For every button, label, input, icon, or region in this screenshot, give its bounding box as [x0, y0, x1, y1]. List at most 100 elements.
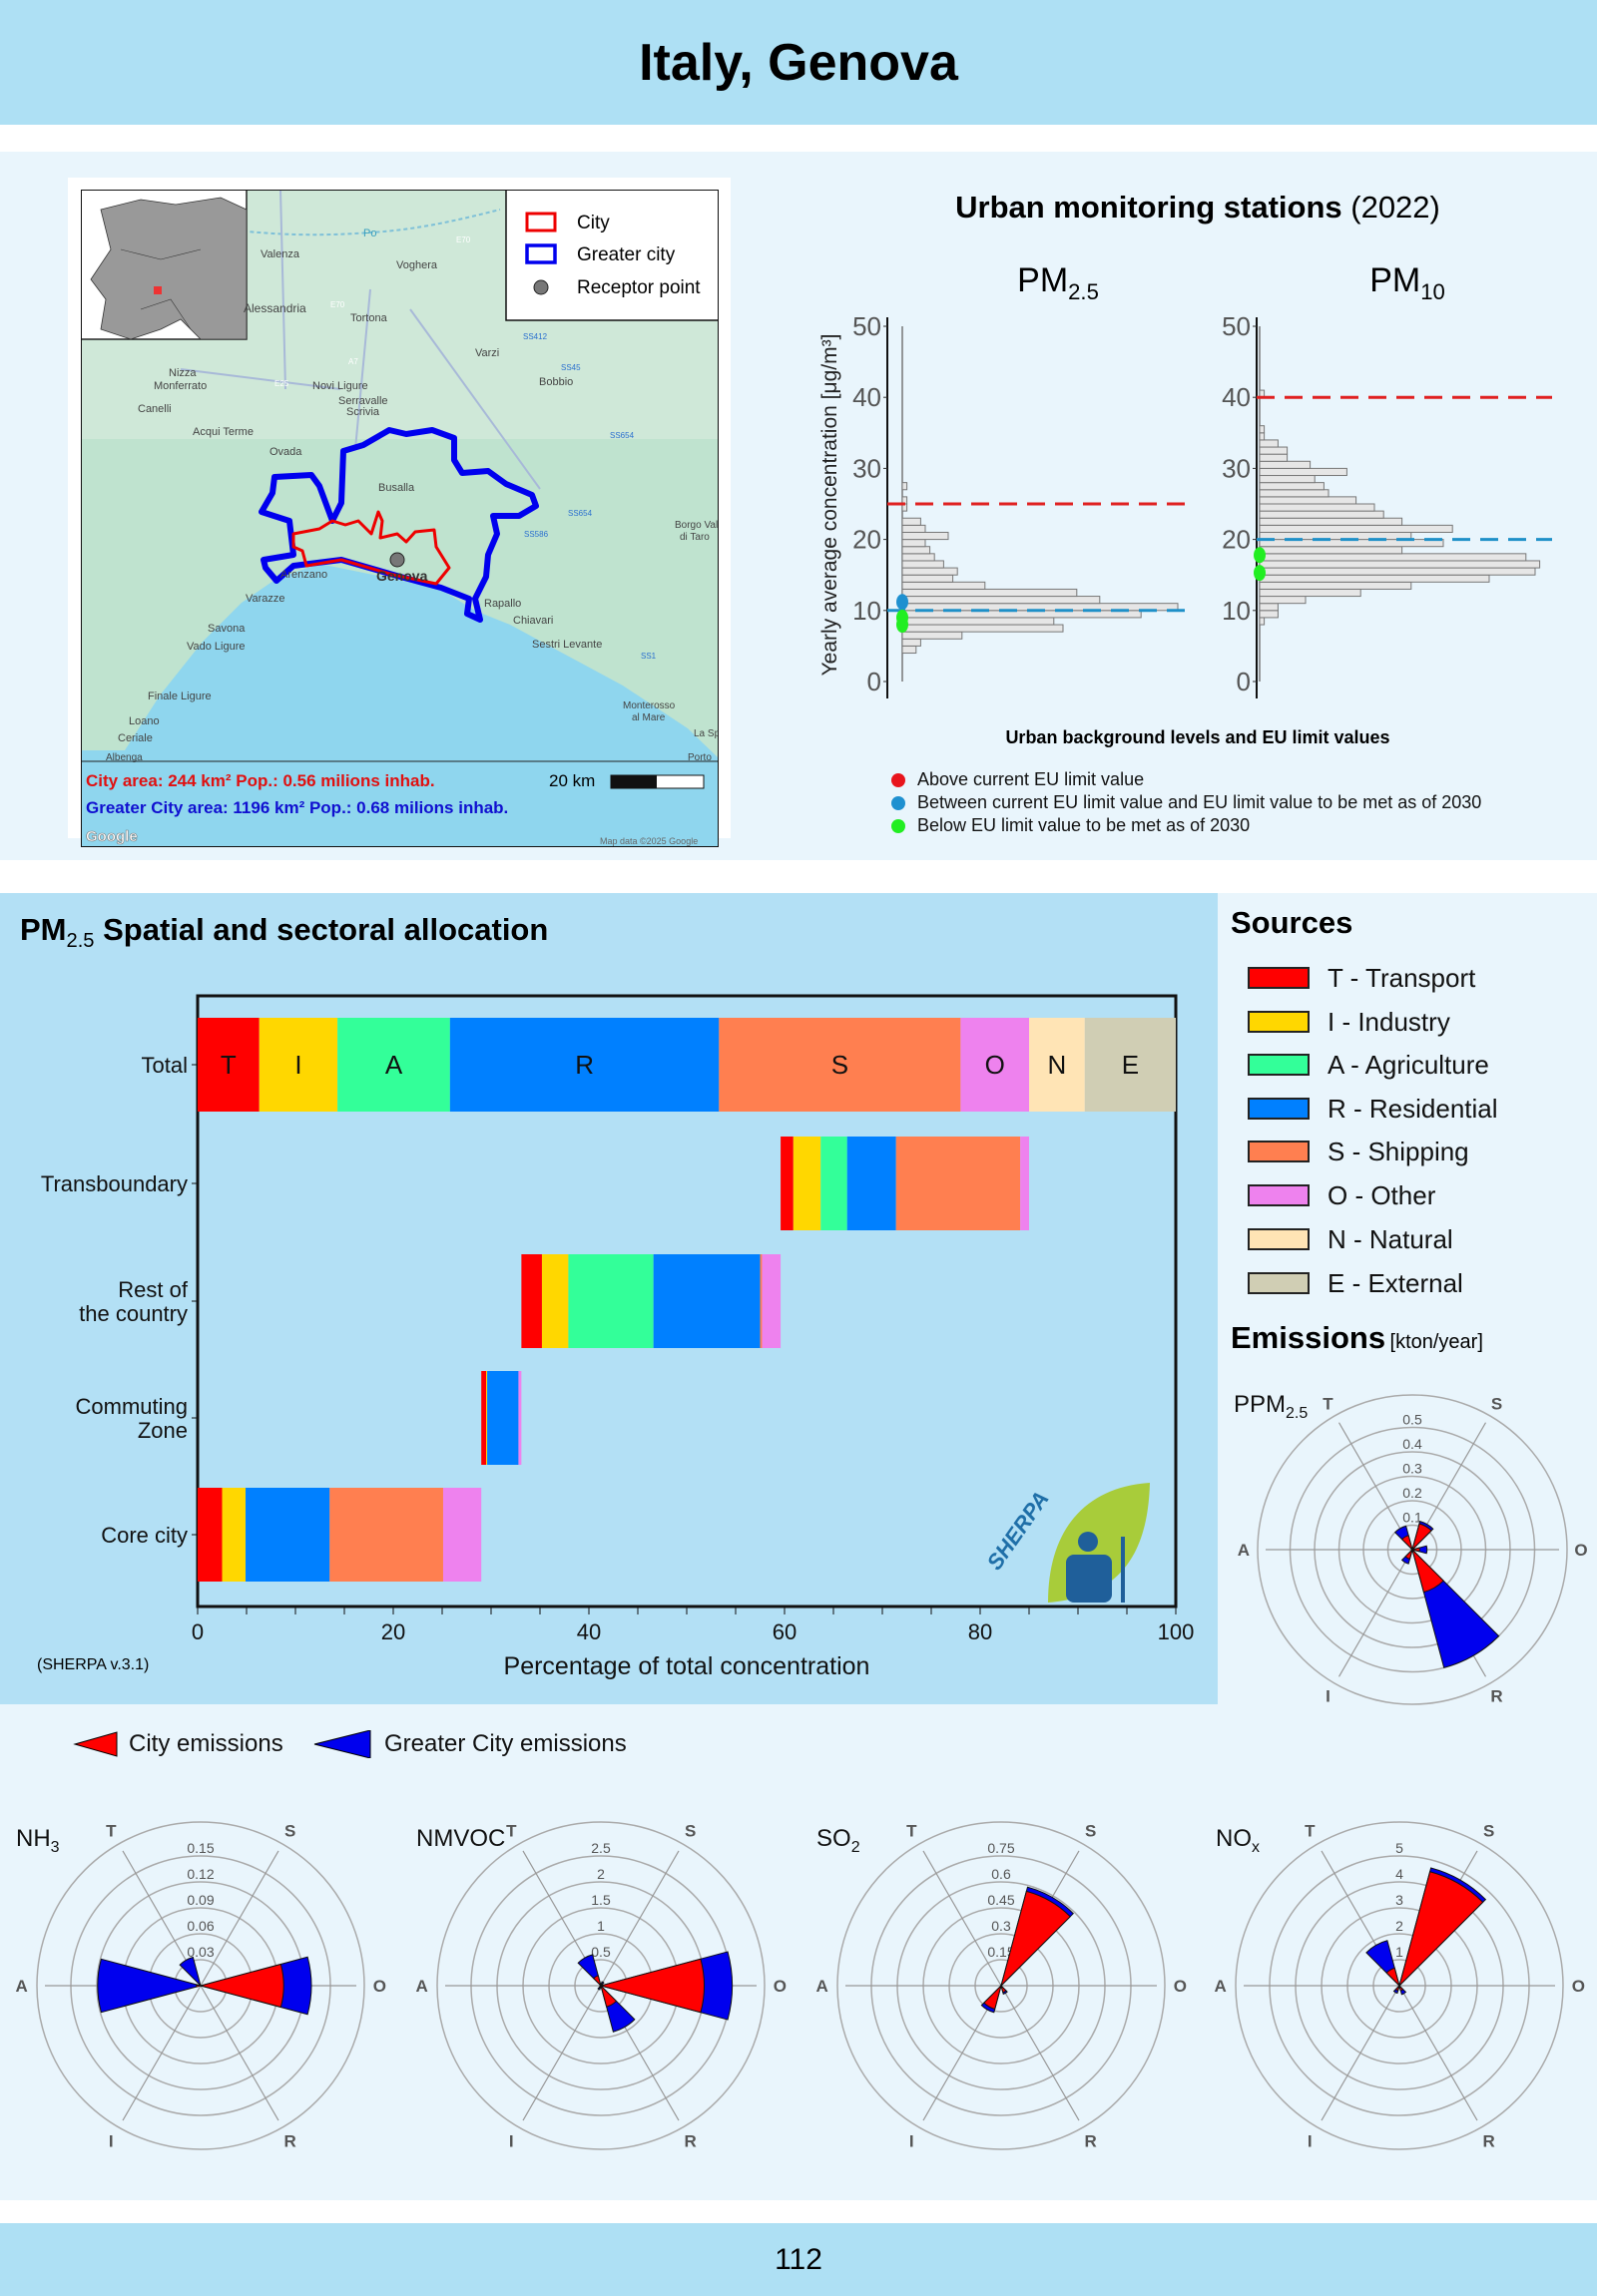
histogram-bar — [1259, 596, 1307, 605]
x-axis-label: Percentage of total concentration — [504, 1652, 870, 1680]
polar-ring — [1235, 1821, 1564, 2150]
city-wedge — [1400, 1535, 1413, 1552]
place-label: Nizza — [169, 367, 197, 379]
road-label: SS586 — [524, 530, 549, 539]
histogram-bar — [901, 560, 944, 569]
city-map[interactable]: City Greater city Receptor point Valenza… — [81, 190, 719, 847]
histogram-bar — [901, 546, 931, 555]
histogram-bar — [901, 617, 1055, 626]
bar-segment-O — [518, 1371, 522, 1465]
direction-label: A — [1238, 1541, 1250, 1560]
histogram-bar — [901, 596, 1101, 605]
histogram-bar — [1259, 560, 1541, 569]
histogram-bar — [1259, 503, 1375, 512]
histogram-bar — [901, 517, 921, 526]
y-tick-label: 0 — [1237, 667, 1251, 696]
place-label: Monferrato — [154, 380, 207, 392]
source-label: N - Natural — [1328, 1223, 1453, 1254]
map-attribution[interactable]: Map data ©2025 Google — [600, 836, 698, 846]
ring-label: 1 — [597, 1918, 605, 1934]
polar-spoke — [922, 1850, 1002, 1987]
histogram-bar — [901, 482, 908, 491]
polar-spoke — [600, 1850, 680, 1987]
stations-title-bold: Urban monitoring stations — [955, 190, 1342, 225]
bar-segment-O — [1020, 1137, 1029, 1230]
location-marker — [154, 286, 162, 294]
city-area-info: City area: 244 km² Pop.: 0.56 milions in… — [86, 771, 435, 790]
direction-label: S — [284, 1822, 295, 1841]
place-label: Loano — [129, 715, 160, 727]
polar-ring — [836, 1821, 1166, 2150]
city-wedge — [1398, 1984, 1404, 1992]
source-item-external: E - External — [1248, 1268, 1463, 1298]
ring-label: 1 — [1395, 1944, 1403, 1960]
histogram-bar — [1259, 475, 1316, 484]
external-swatch — [1248, 1272, 1310, 1294]
green-dot-icon — [891, 818, 905, 833]
direction-label: I — [509, 2131, 514, 2150]
emissions-panel — [0, 1704, 1597, 2200]
place-label: Sestri Levante — [532, 639, 602, 651]
histogram-bar — [901, 567, 958, 576]
logo-body — [1066, 1555, 1112, 1603]
source-label: O - Other — [1328, 1179, 1436, 1210]
histogram-bar — [901, 610, 1142, 619]
place-label: La Sp — [694, 728, 719, 739]
natural-swatch — [1248, 1228, 1310, 1250]
segment-label: S — [831, 1050, 848, 1080]
source-label: R - Residential — [1328, 1093, 1498, 1124]
polar-title-sub: x — [1252, 1839, 1260, 1856]
histogram-bar — [1259, 546, 1403, 555]
histogram-bar — [901, 574, 954, 583]
city-wedge — [1394, 1984, 1400, 1992]
segment-label: A — [385, 1050, 403, 1080]
greater-city-wedge — [179, 1956, 202, 1988]
bar-segment-I — [793, 1137, 821, 1230]
bar-segment-A — [568, 1254, 654, 1348]
histogram-bar — [1259, 517, 1403, 526]
greater-city-outline — [259, 427, 539, 623]
europe-shape — [90, 197, 248, 340]
legend-above-limit: Above current EU limit value — [891, 769, 1144, 790]
place-label: Chiavari — [513, 615, 553, 627]
sherpa-version: (SHERPA v.3.1) — [37, 1656, 150, 1673]
ring-label: 0.03 — [187, 1944, 214, 1960]
page-number: 112 — [775, 2242, 822, 2276]
road-label: SS412 — [523, 332, 548, 341]
road-label: E70 — [330, 300, 345, 309]
x-tick-label: 100 — [1158, 1619, 1195, 1644]
receptor-legend-icon — [533, 279, 549, 295]
bar-segment-A — [337, 1018, 450, 1112]
source-item-shipping: S - Shipping — [1248, 1137, 1469, 1166]
pm25-hist-title: PM2.5 — [998, 261, 1118, 305]
direction-label: A — [1214, 1977, 1226, 1996]
histogram-bar — [901, 524, 926, 533]
polar-ring — [1257, 1394, 1568, 1705]
bar-segment-O — [960, 1018, 1029, 1112]
direction-label: R — [685, 2131, 697, 2150]
place-label: di Taro — [680, 532, 710, 543]
histogram-bar — [901, 581, 986, 590]
receptor-point[interactable] — [389, 552, 405, 568]
histogram-bar — [1259, 446, 1289, 455]
y-tick-label: 50 — [852, 311, 881, 341]
industry-swatch — [1248, 1011, 1310, 1033]
legend-label: Between current EU limit value and EU li… — [917, 792, 1482, 812]
polar-spoke — [1321, 1985, 1400, 2121]
city-wedge — [600, 1984, 618, 2008]
bar-segment-I — [259, 1018, 338, 1112]
place-label: Acqui Terme — [193, 426, 254, 438]
y-tick-label: 40 — [852, 382, 881, 412]
direction-label: O — [774, 1977, 787, 1996]
page-header: Italy, Genova — [0, 0, 1597, 125]
place-label: Tortona — [350, 312, 388, 324]
red-wedge-icon — [73, 1731, 118, 1757]
histogram-bar — [1259, 581, 1412, 590]
segment-label: E — [1122, 1050, 1139, 1080]
city-wedge — [1411, 1523, 1432, 1552]
place-label-genova: Genova — [376, 568, 428, 584]
histogram-bar — [901, 631, 963, 640]
direction-label: S — [1483, 1822, 1494, 1841]
direction-label: T — [1323, 1395, 1333, 1414]
bar-segment-O — [762, 1254, 782, 1348]
